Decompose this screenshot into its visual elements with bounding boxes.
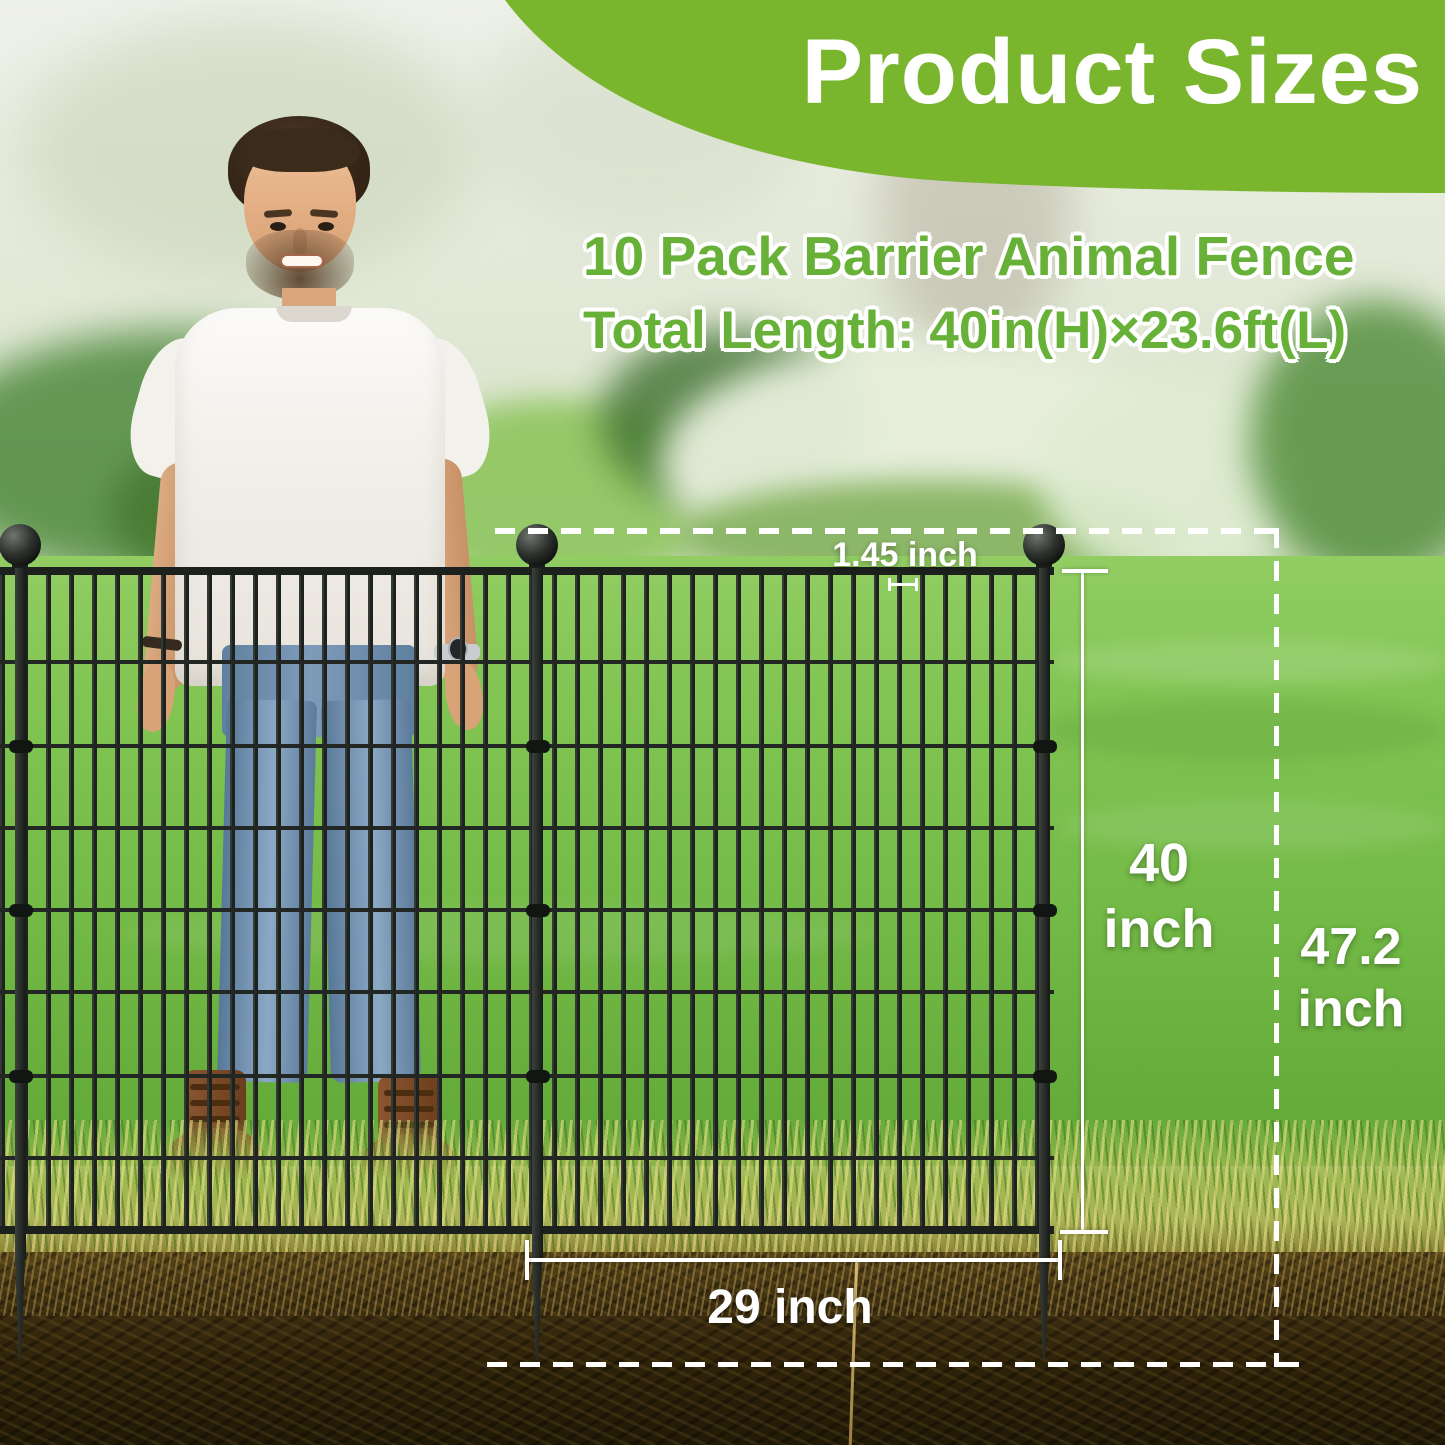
panel-height-label: 40 inch — [1098, 830, 1220, 962]
banner-shape — [505, 0, 1445, 193]
bar-spacing-label: 1.45 inch — [832, 536, 978, 574]
fence-ground-spike — [532, 1258, 542, 1360]
t-shirt-collar — [276, 306, 352, 322]
fence-top-rail — [0, 567, 1054, 575]
ball-finial — [0, 524, 41, 566]
total-height-bottom-dashed-line — [487, 1362, 1302, 1367]
total-height-dashed-line — [1274, 528, 1279, 1367]
panel-connector-clip — [526, 1070, 550, 1083]
fence-bottom-rail — [0, 1226, 1054, 1234]
panel-connector-clip — [526, 904, 550, 917]
fence-vertical-bars — [0, 571, 1054, 1232]
total-height-label: 47.2 inch — [1285, 916, 1417, 1040]
panel-height-line — [1081, 571, 1084, 1233]
panel-connector-clip — [526, 740, 550, 753]
panel-connector-clip — [1033, 1070, 1057, 1083]
panel-connector-clip — [1033, 740, 1057, 753]
subtitle-line2: Total Length: 40in(H)×23.6ft(L) — [583, 301, 1347, 360]
fence-rail — [0, 990, 1054, 994]
panel-width-label: 29 inch — [707, 1281, 873, 1334]
panel-connector-clip — [9, 1070, 33, 1083]
total-height-top-dashed-line — [495, 528, 1283, 534]
total-height-unit: inch — [1297, 980, 1405, 1038]
smile — [280, 254, 324, 268]
fence-rail — [0, 826, 1054, 830]
panel-height-top-tick — [1062, 569, 1108, 573]
panel-connector-clip — [1033, 904, 1057, 917]
page-title: Product Sizes — [801, 21, 1423, 123]
lawn-dark-streak — [1040, 700, 1445, 760]
fence-rail — [0, 1156, 1054, 1160]
panel-width-line — [527, 1258, 1062, 1262]
lawn-light-streak — [1050, 640, 1445, 684]
fence-ground-spike — [1039, 1258, 1049, 1360]
root-band — [0, 1252, 1445, 1316]
panel-connector-clip — [9, 740, 33, 753]
panel-width-right-tick — [1058, 1240, 1062, 1280]
lawn-light-streak — [1060, 800, 1445, 852]
hair-fringe — [240, 128, 360, 172]
bar-spacing-bracket — [888, 578, 918, 591]
panel-height-value: 40 — [1128, 833, 1190, 893]
eye — [270, 222, 286, 231]
fence-ground-spike — [15, 1258, 25, 1360]
panel-height-bottom-tick — [1060, 1230, 1108, 1234]
panel-width-left-tick — [525, 1240, 529, 1280]
eye — [318, 222, 334, 231]
soil-cross-section — [0, 1252, 1445, 1445]
panel-connector-clip — [9, 904, 33, 917]
total-height-value: 47.2 — [1300, 918, 1402, 976]
fence-rail — [0, 660, 1054, 664]
subtitle-line1: 10 Pack Barrier Animal Fence — [583, 225, 1355, 287]
panel-height-unit: inch — [1103, 899, 1215, 959]
